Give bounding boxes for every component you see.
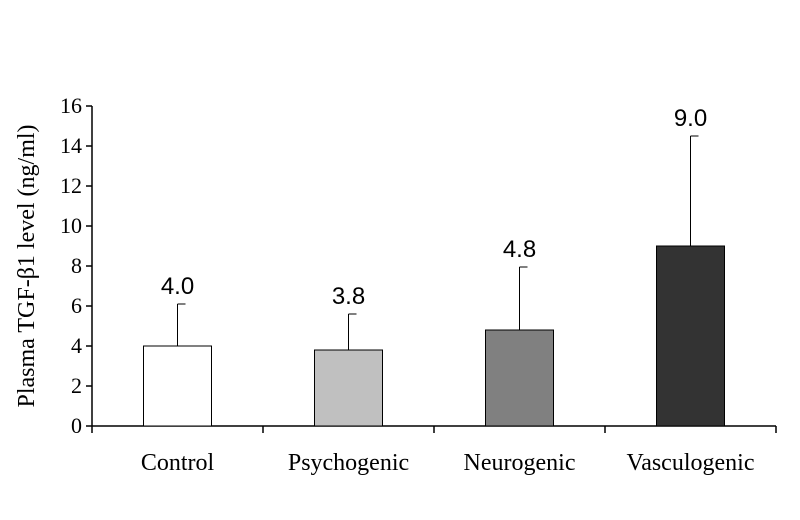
category-label-psychogenic: Psychogenic <box>288 450 409 476</box>
category-label-vasculogenic: Vasculogenic <box>627 450 755 476</box>
plot-area: 0 2 4 6 8 10 12 14 16 4.0 Control 3.8 Psychogenic 4.8… <box>60 93 777 476</box>
y-tick-label: 4 <box>71 333 82 358</box>
y-tick-label: 2 <box>71 373 82 398</box>
data-label-control: 4.0 <box>161 273 194 300</box>
y-axis-title-group: Plasma TGF-β1 level (ng/ml) <box>14 124 40 407</box>
y-tick-label: 0 <box>71 413 82 438</box>
data-label-psychogenic: 3.8 <box>332 283 365 310</box>
bar-control <box>143 345 212 427</box>
category-label-control: Control <box>141 450 215 476</box>
data-label-vasculogenic: 9.0 <box>674 105 707 132</box>
y-tick-label: 10 <box>60 213 82 238</box>
bar-psychogenic <box>314 349 383 427</box>
y-tick-label: 8 <box>71 253 82 278</box>
bar-vasculogenic <box>656 245 725 427</box>
y-tick-label: 12 <box>60 173 82 198</box>
y-tick-label: 16 <box>60 93 82 118</box>
bar-neurogenic <box>485 329 554 427</box>
y-tick-label: 14 <box>60 133 82 158</box>
data-label-neurogenic: 4.8 <box>503 236 536 263</box>
y-axis-title: Plasma TGF-β1 level (ng/ml) <box>14 124 40 407</box>
category-label-neurogenic: Neurogenic <box>464 450 576 476</box>
y-tick-label: 6 <box>71 293 82 318</box>
